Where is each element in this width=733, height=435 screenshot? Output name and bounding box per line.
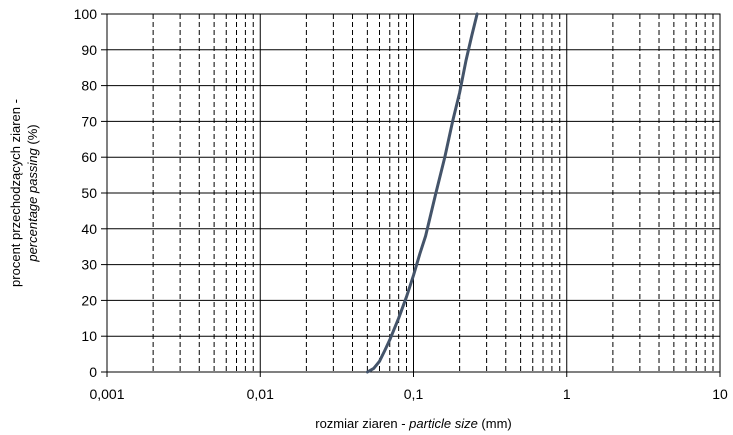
y-tick-label: 20 bbox=[81, 292, 97, 308]
y-tick-label: 100 bbox=[74, 6, 98, 22]
y-tick-labels: 0 10 20 30 40 50 60 70 80 90 100 bbox=[74, 6, 98, 380]
y-axis-title-line1: procent przechodzących ziaren - bbox=[8, 99, 23, 287]
y-tick-label: 10 bbox=[81, 328, 97, 344]
y-tick-label: 0 bbox=[89, 364, 97, 380]
major-gridlines bbox=[101, 13, 721, 377]
y-axis-title-italic: percentage passing bbox=[25, 147, 40, 262]
x-tick-label: 1 bbox=[563, 386, 571, 402]
y-tick-label: 70 bbox=[81, 113, 97, 129]
x-tick-labels: 0,001 0,01 0,1 1 10 bbox=[89, 386, 728, 402]
x-axis-title-plain: rozmiar ziaren - bbox=[315, 416, 409, 431]
x-axis-title-unit: (mm) bbox=[478, 416, 512, 431]
y-axis-title: procent przechodzących ziaren - percenta… bbox=[8, 99, 40, 287]
y-axis-title-line2: percentage passing (%) bbox=[25, 124, 40, 262]
x-axis-title: rozmiar ziaren - particle size (mm) bbox=[315, 416, 512, 431]
y-tick-label: 90 bbox=[81, 42, 97, 58]
y-tick-label: 80 bbox=[81, 78, 97, 94]
plot-area-border bbox=[106, 13, 721, 373]
y-tick-label: 30 bbox=[81, 257, 97, 273]
x-tick-label: 0,01 bbox=[247, 386, 274, 402]
x-tick-label: 0,001 bbox=[89, 386, 124, 402]
y-axis-title-unit: (%) bbox=[25, 124, 40, 148]
series-line bbox=[365, 12, 479, 374]
y-tick-label: 40 bbox=[81, 221, 97, 237]
x-tick-label: 0,1 bbox=[404, 386, 424, 402]
series-layer bbox=[365, 12, 479, 374]
y-tick-label: 60 bbox=[81, 149, 97, 165]
y-tick-label: 50 bbox=[81, 185, 97, 201]
x-tick-label: 10 bbox=[712, 386, 728, 402]
x-axis-title-italic: particle size bbox=[408, 416, 478, 431]
